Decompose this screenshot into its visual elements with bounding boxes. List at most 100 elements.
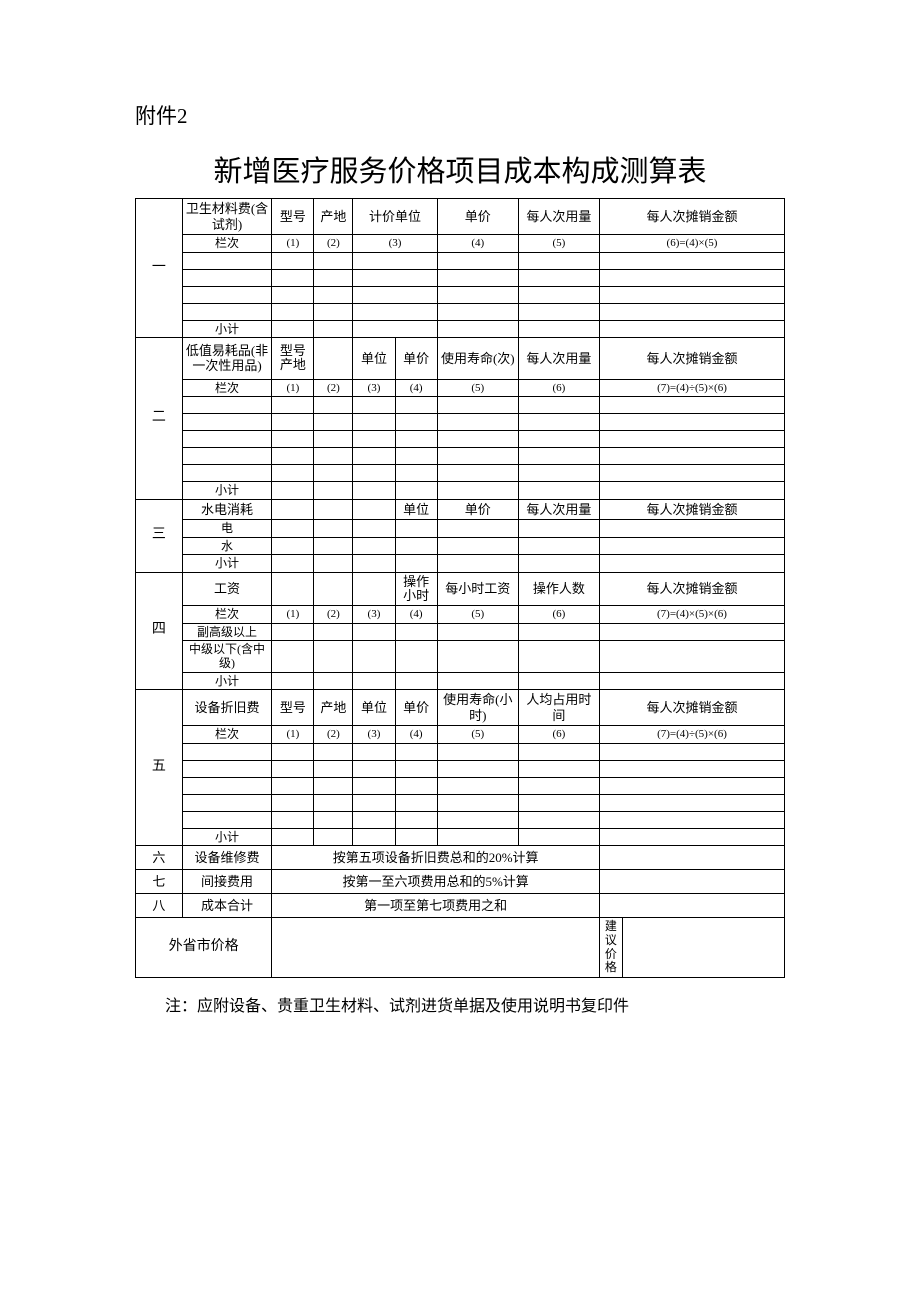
s1-n4: (4) [437,235,518,252]
table-cell [272,537,314,554]
table-cell [353,397,395,414]
table-cell [314,482,353,499]
table-cell [599,320,784,337]
table-cell [518,320,599,337]
s1-col-origin: 产地 [314,199,353,235]
s4-n4: (4) [395,606,437,623]
s2-blank-label [182,448,272,465]
s1-col-model: 型号 [272,199,314,235]
table-cell [395,465,437,482]
table-cell [599,828,784,845]
table-cell [518,672,599,689]
table-cell [272,414,314,431]
table-cell [437,431,518,448]
table-cell [272,640,314,672]
table-cell [272,623,314,640]
table-cell [272,777,314,794]
table-cell [518,431,599,448]
s5-n5: (5) [437,726,518,743]
s7-label: 间接费用 [182,870,272,894]
table-cell [518,623,599,640]
table-cell [272,572,314,606]
s5-blank-label [182,811,272,828]
table-cell [395,743,437,760]
table-cell [272,555,314,572]
s1-blank-label [182,286,272,303]
section-3-num: 三 [136,499,183,572]
table-cell [518,397,599,414]
table-cell [314,320,353,337]
table-cell [518,743,599,760]
s2-col-model-origin: 型号产地 [272,337,314,379]
table-cell [314,499,353,520]
s4-n2: (2) [314,606,353,623]
s4-col-hours: 操作小时 [395,572,437,606]
table-cell [599,640,784,672]
table-cell [395,760,437,777]
table-cell [353,555,395,572]
table-cell [437,811,518,828]
table-cell [314,286,353,303]
table-cell [395,520,437,537]
table-cell [353,743,395,760]
table-cell [272,760,314,777]
table-cell [395,811,437,828]
s4-col-amort: 每人次摊销金额 [599,572,784,606]
section-7-num: 七 [136,870,183,894]
table-cell [518,777,599,794]
table-cell [518,269,599,286]
table-cell [599,760,784,777]
bottom-mid-blank [272,918,600,978]
s5-col-time: 人均占用时间 [518,690,599,726]
table-cell [272,252,314,269]
table-cell [314,465,353,482]
suggested-price-value [622,918,784,978]
s1-col-price: 单价 [437,199,518,235]
s5-blank-label [182,794,272,811]
table-cell [518,286,599,303]
s5-n2: (2) [314,726,353,743]
cost-calculation-table: 一 卫生材料费(含试剂) 型号 产地 计价单位 单价 每人次用量 每人次摊销金额… [135,198,785,978]
s2-n3: (3) [353,379,395,396]
table-cell [314,777,353,794]
s5-subtotal: 小计 [182,828,272,845]
section-8-num: 八 [136,894,183,918]
s8-label: 成本合计 [182,894,272,918]
s4-n6: (6) [518,606,599,623]
s1-subtotal: 小计 [182,320,272,337]
table-cell [353,811,395,828]
table-cell [353,537,395,554]
page-title: 新增医疗服务价格项目成本构成测算表 [135,148,785,190]
table-cell [599,623,784,640]
table-cell [272,286,314,303]
table-cell [353,465,395,482]
table-cell [272,482,314,499]
table-cell [599,520,784,537]
s3-col-amort: 每人次摊销金额 [599,499,784,520]
table-cell [599,870,784,894]
section-1-num: 一 [136,199,183,338]
table-cell [395,537,437,554]
table-cell [437,320,518,337]
s4-col-people: 操作人数 [518,572,599,606]
s3-col-price: 单价 [437,499,518,520]
s4-col-hourly: 每小时工资 [437,572,518,606]
table-cell [314,414,353,431]
s1-colrow-label: 栏次 [182,235,272,252]
table-cell [599,431,784,448]
s2-blank-label [182,397,272,414]
s2-header: 低值易耗品(非一次性用品) [182,337,272,379]
s5-col-origin: 产地 [314,690,353,726]
table-cell [395,555,437,572]
table-cell [599,672,784,689]
suggested-price-label: 建议价格 [599,918,622,978]
s4-n3: (3) [353,606,395,623]
table-cell [437,448,518,465]
table-cell [437,760,518,777]
table-cell [599,846,784,870]
table-cell [314,431,353,448]
table-cell [599,269,784,286]
table-cell [314,672,353,689]
table-cell [395,672,437,689]
s5-col-life: 使用寿命(小时) [437,690,518,726]
